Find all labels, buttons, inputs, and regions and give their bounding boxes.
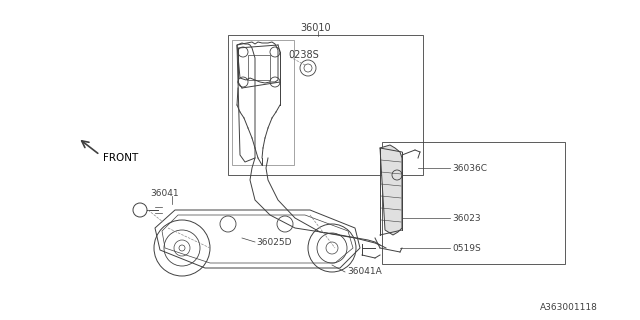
Bar <box>228 35 423 175</box>
Bar <box>382 142 565 264</box>
Text: 36041: 36041 <box>150 188 179 197</box>
Text: FRONT: FRONT <box>103 153 138 163</box>
Bar <box>248 55 270 80</box>
Text: 36010: 36010 <box>300 23 331 33</box>
Text: 0519S: 0519S <box>452 244 481 252</box>
Text: A363001118: A363001118 <box>540 303 598 313</box>
Text: 36023: 36023 <box>452 213 481 222</box>
Text: 36025D: 36025D <box>256 237 291 246</box>
Text: 36041A: 36041A <box>347 268 381 276</box>
Polygon shape <box>380 145 402 235</box>
Bar <box>232 40 294 165</box>
Text: 36036C: 36036C <box>452 164 487 172</box>
Text: 0238S: 0238S <box>288 50 319 60</box>
